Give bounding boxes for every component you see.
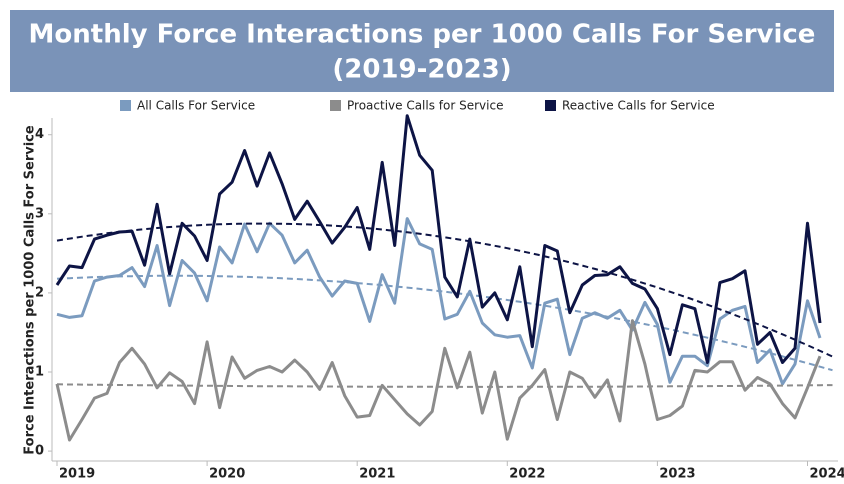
x-tick-label: 2023 bbox=[659, 467, 695, 482]
series-line bbox=[55, 114, 822, 364]
legend-swatch bbox=[120, 100, 131, 111]
y-tick-label: 1 bbox=[35, 365, 44, 380]
y-tick-label: 0 bbox=[35, 444, 44, 459]
title-banner bbox=[10, 10, 834, 92]
x-tick-label: 2020 bbox=[209, 467, 245, 482]
y-tick-label: 3 bbox=[35, 206, 44, 221]
chart-title: Monthly Force Interactions per 1000 Call… bbox=[29, 20, 816, 50]
y-tick-label: 4 bbox=[35, 127, 44, 142]
chart-subtitle: (2019-2023) bbox=[332, 55, 511, 85]
trend-line bbox=[56, 274, 833, 372]
y-axis-title: Force Interactions per 1000 Calls For Se… bbox=[23, 125, 38, 455]
x-tick-label: 2019 bbox=[59, 467, 95, 482]
legend-label: Proactive Calls for Service bbox=[347, 99, 503, 113]
legend-label: Reactive Calls for Service bbox=[562, 99, 715, 113]
x-tick-label: 2024 bbox=[809, 467, 844, 482]
y-tick-label: 2 bbox=[35, 285, 44, 300]
legend-label: All Calls For Service bbox=[137, 99, 255, 113]
x-tick-label: 2021 bbox=[359, 467, 395, 482]
x-tick-label: 2022 bbox=[509, 467, 545, 482]
legend-swatch bbox=[330, 100, 341, 111]
series-line bbox=[56, 217, 822, 386]
series-line bbox=[55, 319, 822, 442]
legend-swatch bbox=[545, 100, 556, 111]
trend-line bbox=[56, 383, 833, 388]
